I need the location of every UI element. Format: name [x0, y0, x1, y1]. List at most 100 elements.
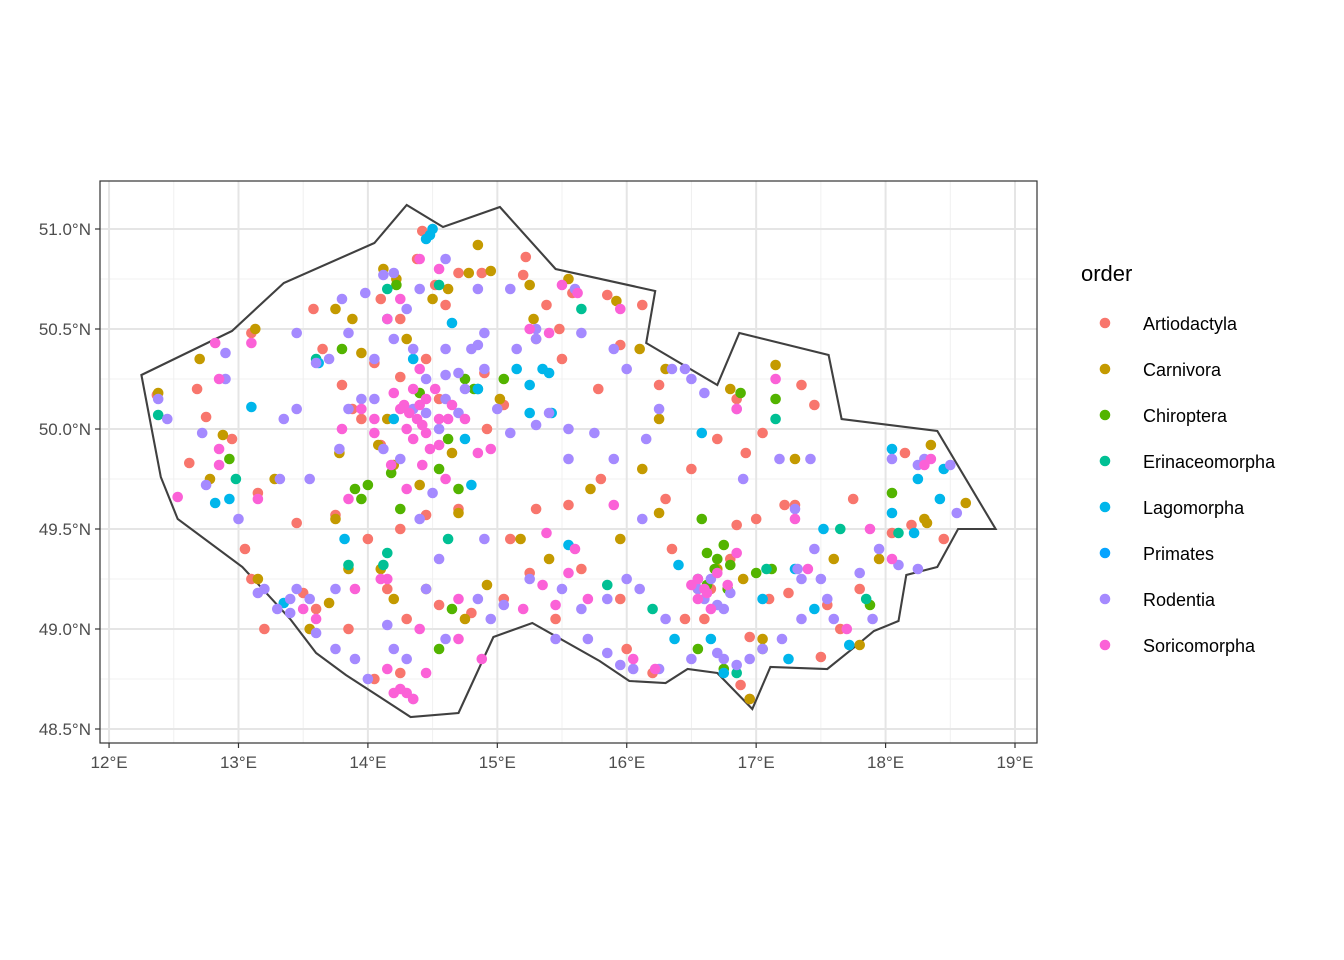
point [401, 423, 413, 435]
point [696, 513, 708, 525]
point [576, 603, 587, 615]
point [330, 583, 341, 595]
point [472, 447, 484, 459]
point [818, 523, 829, 535]
point [420, 353, 432, 365]
point [196, 427, 208, 439]
point [420, 427, 432, 439]
x-tick-label: 18°E [867, 753, 904, 772]
point [608, 453, 620, 465]
series-rodentia [152, 253, 963, 705]
legend-item: Chiroptera [1099, 406, 1228, 426]
point [653, 379, 665, 391]
point [407, 383, 419, 395]
point [213, 443, 225, 455]
point [615, 303, 626, 315]
point [442, 413, 454, 425]
point [459, 613, 471, 625]
point [259, 623, 270, 635]
point [433, 599, 445, 611]
point [809, 399, 820, 411]
point [356, 413, 367, 425]
point [395, 667, 406, 679]
point [284, 607, 296, 619]
y-tick-label: 50.5°N [39, 320, 91, 339]
point [479, 533, 490, 545]
point [718, 667, 730, 679]
point [757, 427, 768, 439]
point [854, 567, 865, 579]
point [291, 327, 303, 339]
point [217, 429, 229, 441]
point [246, 401, 257, 413]
point [498, 373, 510, 385]
point [517, 603, 529, 615]
point [899, 447, 911, 459]
point [494, 393, 506, 405]
point [362, 673, 374, 685]
point [382, 663, 393, 675]
point [453, 593, 464, 605]
point [209, 497, 221, 509]
point [835, 523, 846, 535]
point [356, 347, 367, 359]
point [637, 513, 648, 525]
point [731, 547, 742, 559]
point [414, 283, 426, 295]
point [433, 279, 445, 291]
point [472, 239, 484, 251]
series-soricomorpha [172, 253, 937, 705]
point [757, 643, 768, 655]
point [725, 559, 736, 571]
legend-item: Rodentia [1099, 590, 1216, 610]
point [485, 613, 497, 625]
point [209, 337, 221, 349]
point [407, 353, 419, 365]
point [809, 543, 820, 555]
point [239, 543, 251, 555]
point [459, 413, 471, 425]
point [440, 369, 451, 381]
point [388, 593, 400, 605]
point [815, 573, 827, 585]
point [744, 693, 755, 705]
point [334, 443, 345, 455]
point [424, 229, 436, 241]
point [908, 527, 920, 539]
point [420, 373, 432, 385]
point [712, 433, 723, 445]
point [356, 393, 367, 405]
point [323, 597, 335, 609]
point [796, 613, 807, 625]
point [692, 643, 704, 655]
point [492, 403, 503, 415]
point [660, 613, 671, 625]
x-tick-label: 15°E [479, 753, 516, 772]
point [718, 603, 730, 615]
point [528, 313, 539, 325]
point [378, 269, 389, 281]
point [310, 603, 322, 615]
point [789, 513, 801, 525]
legend-label: Rodentia [1143, 590, 1216, 610]
point [524, 323, 535, 335]
point [770, 359, 781, 371]
point [395, 453, 406, 465]
legend-label: Erinaceomorpha [1143, 452, 1276, 472]
point [224, 493, 235, 505]
point [385, 467, 397, 479]
x-axis: 12°E 13°E 14°E 15°E 16°E 17°E 18°E 19°E [91, 743, 1034, 772]
point [602, 289, 613, 301]
point [463, 267, 475, 279]
point [524, 407, 535, 419]
point [505, 283, 516, 295]
point [349, 583, 361, 595]
point [627, 663, 639, 675]
point [453, 633, 464, 645]
point [563, 567, 574, 579]
point [563, 423, 574, 435]
point [951, 507, 963, 519]
y-tick-label: 49.0°N [39, 620, 91, 639]
point [395, 523, 406, 535]
point [543, 327, 555, 339]
